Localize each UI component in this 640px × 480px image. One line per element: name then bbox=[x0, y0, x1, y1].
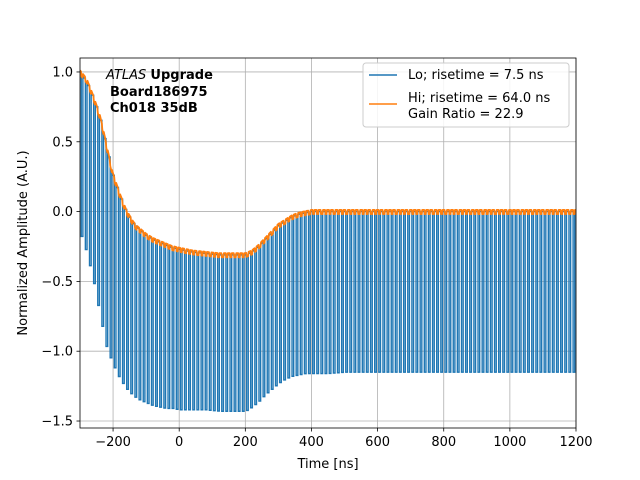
annotation-channel: Ch018 35dB bbox=[110, 101, 198, 116]
annotation-atlas: ATLAS bbox=[105, 68, 146, 83]
y-axis-label: Normalized Amplitude (A.U.) bbox=[16, 150, 31, 335]
plot-series-group bbox=[80, 69, 576, 412]
y-tick-label: −0.5 bbox=[41, 275, 73, 290]
y-tick-label: −1.0 bbox=[41, 345, 73, 360]
x-tick-label: 200 bbox=[233, 435, 258, 450]
y-tick-label: 0.5 bbox=[52, 135, 73, 150]
legend-label-lo: Lo; risetime = 7.5 ns bbox=[408, 68, 544, 83]
atlas-annotation: ATLAS Upgrade Board186975 Ch018 35dB bbox=[105, 68, 213, 116]
legend-box bbox=[362, 62, 570, 128]
annotation-line1: ATLAS Upgrade bbox=[105, 68, 213, 83]
annotation-upgrade: Upgrade bbox=[150, 68, 213, 83]
x-tick-label: 1000 bbox=[493, 435, 526, 450]
x-tick-label: 0 bbox=[175, 435, 183, 450]
legend-label-hi-line1: Hi; risetime = 64.0 ns bbox=[408, 91, 550, 106]
x-tick-label: 600 bbox=[365, 435, 390, 450]
y-axis: −1.5 −1.0 −0.5 0.0 0.5 1.0 bbox=[41, 65, 80, 430]
y-tick-label: 0.0 bbox=[52, 205, 73, 220]
x-tick-label: −200 bbox=[95, 435, 131, 450]
x-tick-label: 1200 bbox=[559, 435, 592, 450]
x-tick-label: 400 bbox=[299, 435, 324, 450]
y-tick-label: 1.0 bbox=[52, 65, 73, 80]
x-axis-label: Time [ns] bbox=[296, 457, 358, 472]
y-tick-label: −1.5 bbox=[41, 415, 73, 430]
x-axis: −200 0 200 400 600 800 1000 1200 bbox=[95, 428, 593, 450]
legend-label-hi-line2: Gain Ratio = 22.9 bbox=[408, 107, 524, 122]
series-hi-line bbox=[80, 69, 576, 259]
annotation-board: Board186975 bbox=[110, 85, 208, 100]
x-tick-label: 800 bbox=[431, 435, 456, 450]
legend-label-hi: Hi; risetime = 64.0 ns Gain Ratio = 22.9 bbox=[408, 91, 554, 122]
legend: Lo; risetime = 7.5 ns Hi; risetime = 64.… bbox=[362, 62, 570, 128]
axes-frame bbox=[79, 57, 577, 429]
